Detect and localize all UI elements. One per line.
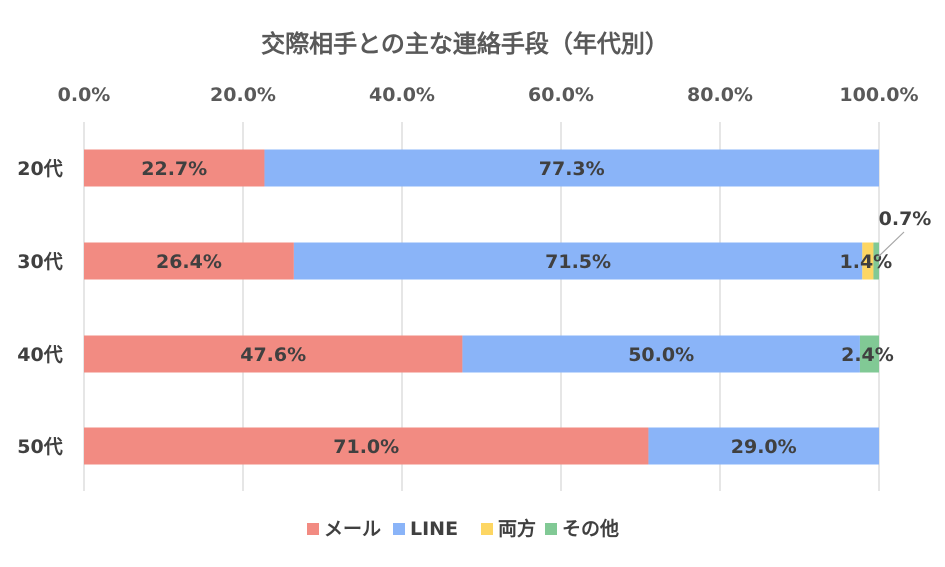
legend-label: メール [324,518,381,540]
bar-segment [84,149,265,187]
category-label: 30代 [17,251,62,273]
x-tick-label: 0.0% [58,84,111,106]
bar-segment [462,335,860,373]
bars [84,149,880,465]
legend-swatch [307,523,319,535]
legend-label: 両方 [498,517,536,540]
data-labels: 22.7% 77.3% 26.4% 71.5% 1.4% 0.7% 47.6% 50.0% 2.… [141,158,931,458]
data-label: 29.0% [731,436,797,458]
data-label: 47.6% [240,344,306,366]
bar-segment [84,242,294,280]
bar-segment [84,427,649,465]
x-tick-label: 100.0% [839,84,918,106]
x-tick-label: 60.0% [528,84,594,106]
bar-segment [859,335,879,373]
data-label: 71.5% [545,251,611,273]
data-label: 50.0% [628,344,694,366]
data-label: 71.0% [333,436,399,458]
callout-line [877,231,905,258]
x-axis-ticks: 0.0% 20.0% 40.0% 60.0% 80.0% 100.0% [58,84,919,106]
legend-swatch [393,523,405,535]
category-label: 20代 [17,158,62,180]
bar-segment [293,242,863,280]
legend-label: LINE [410,518,458,540]
bar-segment [648,427,879,465]
bar-segment [873,242,879,280]
x-tick-label: 80.0% [687,84,753,106]
bar-segment [862,242,874,280]
data-label: 1.4% [840,251,893,273]
data-label: 2.4% [841,344,894,366]
category-label: 40代 [17,344,62,366]
legend-swatch [545,523,557,535]
data-label: 77.3% [539,158,605,180]
x-tick-label: 20.0% [210,84,276,106]
bar-segment [264,149,880,187]
data-label: 0.7% [879,208,932,230]
data-label: 22.7% [141,158,207,180]
legend: メール LINE 両方 その他 [307,517,619,540]
legend-swatch [481,523,493,535]
data-label: 26.4% [156,251,222,273]
bar-segment [84,335,463,373]
chart-title: 交際相手との主な連絡手段（年代別） [261,30,669,58]
category-label: 50代 [17,436,62,458]
legend-label: その他 [562,517,619,540]
x-tick-label: 40.0% [369,84,435,106]
category-labels: 20代 30代 40代 50代 [17,158,62,458]
